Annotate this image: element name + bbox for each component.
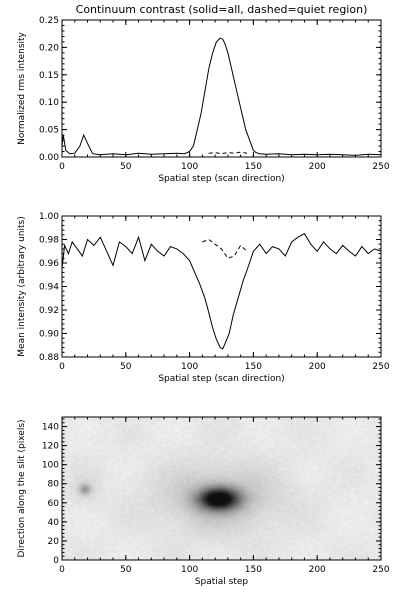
panel3-ytick-label: 80 — [48, 480, 60, 490]
panel1-xtick-label: 250 — [372, 162, 389, 172]
panel2-ylabel: Mean intensity (arbitrary units) — [17, 216, 27, 356]
panel3-ylabel: Direction along the slit (pixels) — [17, 419, 27, 557]
panel3-ytick-label: 40 — [48, 518, 60, 528]
panel3-xtick-label: 0 — [59, 565, 65, 575]
panel2-ytick-label: 1.00 — [39, 212, 59, 222]
panel2-frame — [61, 215, 382, 358]
panel3-ytick-label: 20 — [48, 537, 60, 547]
panel3-ytick-label: 120 — [42, 442, 59, 452]
panel2-ytick-label: 0.88 — [39, 353, 59, 363]
panel2-xtick-label: 0 — [59, 362, 65, 372]
panel3-xtick-label: 150 — [245, 565, 262, 575]
panel2-series-dashed-line — [202, 238, 248, 259]
panel2-ytick-label: 0.94 — [39, 283, 59, 293]
panel2-xtick-label: 50 — [120, 362, 132, 372]
panel2-ytick-label: 0.90 — [39, 330, 59, 340]
panel1-ytick-label: 0.05 — [39, 126, 59, 136]
panel3-ytick-label: 140 — [42, 423, 59, 433]
panel1-ytick-label: 0.20 — [39, 43, 59, 53]
panel3-xtick-label: 100 — [181, 565, 198, 575]
panel1-xlabel: Spatial step (scan direction) — [158, 174, 284, 184]
panel3-xtick-label: 50 — [120, 565, 132, 575]
panel2-xlabel: Spatial step (scan direction) — [158, 374, 284, 384]
panel1-frame — [61, 19, 382, 158]
panel1-ytick-label: 0.15 — [39, 71, 59, 81]
panel1-xtick-label: 100 — [181, 162, 198, 172]
panel1-xtick-label: 50 — [120, 162, 132, 172]
panel3-ytick-label: 60 — [48, 499, 60, 509]
panel2-ytick-label: 0.98 — [39, 236, 59, 246]
panel3-frame — [61, 416, 382, 561]
panel2-xtick-label: 200 — [309, 362, 326, 372]
panel1-series-dashed-line — [208, 151, 248, 155]
panel3-xtick-label: 250 — [372, 565, 389, 575]
panel1-xtick-label: 0 — [59, 162, 65, 172]
panel1-xtick-label: 150 — [245, 162, 262, 172]
panel2-xtick-label: 250 — [372, 362, 389, 372]
panel2-xtick-label: 150 — [245, 362, 262, 372]
panel1-xtick-label: 200 — [309, 162, 326, 172]
panel1-ylabel: Normalized rms intensity — [17, 31, 27, 144]
panel1-title: Continuum contrast (solid=all, dashed=qu… — [76, 3, 368, 16]
panel1-series-solid-line — [61, 37, 382, 156]
panel3-xtick-label: 200 — [309, 565, 326, 575]
panel3-ytick-label: 100 — [42, 461, 59, 471]
panel3-xlabel: Spatial step — [195, 577, 249, 587]
panel2-series-solid-line — [61, 232, 382, 350]
panel1-ytick-label: 0.00 — [39, 153, 59, 163]
panel1-ytick-label: 0.25 — [39, 16, 59, 26]
panel2-ytick-label: 0.92 — [39, 306, 59, 316]
panel3-heatmap-image — [62, 417, 381, 560]
panel2-ytick-label: 0.96 — [39, 259, 59, 269]
panel2-xtick-label: 100 — [181, 362, 198, 372]
panel1-ytick-label: 0.10 — [39, 98, 59, 108]
panel3-ytick-label: 0 — [53, 556, 59, 566]
